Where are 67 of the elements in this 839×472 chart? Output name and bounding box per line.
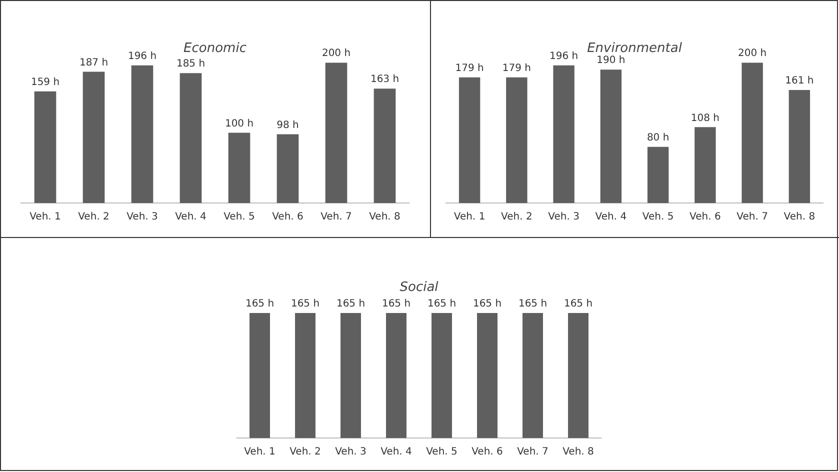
bar	[228, 132, 250, 203]
x-tick-label: Veh. 8	[369, 212, 400, 223]
data-label: 165 h	[245, 298, 274, 310]
bar	[506, 77, 528, 203]
bar	[34, 91, 56, 203]
x-tick-label: Veh. 4	[175, 212, 206, 223]
data-label: 100 h	[224, 118, 254, 130]
x-tick-label: Veh. 1	[244, 446, 276, 458]
x-tick-label: Veh. 2	[501, 212, 532, 223]
data-label: 200 h	[322, 48, 351, 60]
data-label: 80 h	[646, 132, 670, 144]
x-tick-label: Veh. 4	[595, 212, 627, 223]
x-tick-label: Veh. 5	[224, 212, 255, 223]
chart-title: Environmental	[587, 41, 682, 56]
bar	[180, 73, 202, 203]
x-tick-label: Veh. 8	[562, 446, 594, 458]
data-label: 165 h	[382, 298, 411, 310]
data-label: 159 h	[30, 76, 60, 88]
data-label: 163 h	[370, 74, 400, 86]
data-label: 165 h	[336, 298, 366, 310]
x-tick-label: Veh. 3	[335, 446, 366, 458]
bar	[788, 90, 810, 203]
x-tick-label: Veh. 8	[784, 212, 816, 223]
x-tick-label: Veh. 1	[454, 212, 486, 223]
x-tick-label: Veh. 7	[517, 446, 548, 458]
data-label: 165 h	[472, 298, 502, 310]
x-tick-label: Veh. 6	[690, 212, 721, 223]
x-tick-label: Veh. 7	[736, 212, 768, 223]
x-tick-label: Veh. 2	[78, 212, 110, 223]
bar	[131, 65, 154, 203]
bar	[600, 70, 622, 203]
data-label: 165 h	[518, 298, 548, 310]
data-label: 196 h	[550, 51, 578, 62]
data-label: 187 h	[79, 57, 108, 68]
bar	[458, 77, 480, 203]
bar	[742, 62, 763, 203]
data-label: 185 h	[176, 58, 206, 70]
data-label: 161 h	[785, 76, 814, 87]
data-label: 98 h	[276, 120, 299, 131]
bar	[647, 146, 669, 203]
chart-title: Economic	[184, 41, 246, 56]
data-label: 165 h	[290, 298, 320, 310]
chart-title: Social	[400, 280, 439, 296]
x-tick-label: Veh. 7	[320, 212, 352, 223]
x-tick-label: Veh. 6	[272, 212, 304, 223]
bar	[325, 62, 348, 203]
data-label: 200 h	[738, 48, 767, 60]
data-label: 196 h	[128, 51, 157, 62]
bar	[374, 88, 396, 203]
bar	[82, 72, 105, 203]
data-label: 165 h	[564, 298, 593, 310]
x-tick-label: Veh. 5	[426, 446, 458, 458]
x-tick-label: Veh. 1	[30, 212, 61, 223]
data-label: 108 h	[690, 112, 720, 124]
data-label: 179 h	[455, 62, 484, 74]
bar	[553, 65, 574, 203]
bar	[694, 127, 716, 203]
x-tick-label: Veh. 4	[380, 446, 412, 458]
data-label: 165 h	[427, 298, 456, 310]
data-label: 179 h	[502, 62, 531, 74]
x-tick-label: Veh. 6	[472, 446, 503, 458]
data-label: 190 h	[596, 55, 626, 66]
x-tick-label: Veh. 2	[290, 446, 321, 458]
x-tick-label: Veh. 3	[126, 212, 158, 223]
x-tick-label: Veh. 3	[548, 212, 580, 223]
x-tick-label: Veh. 5	[642, 212, 674, 223]
bar	[276, 134, 299, 203]
